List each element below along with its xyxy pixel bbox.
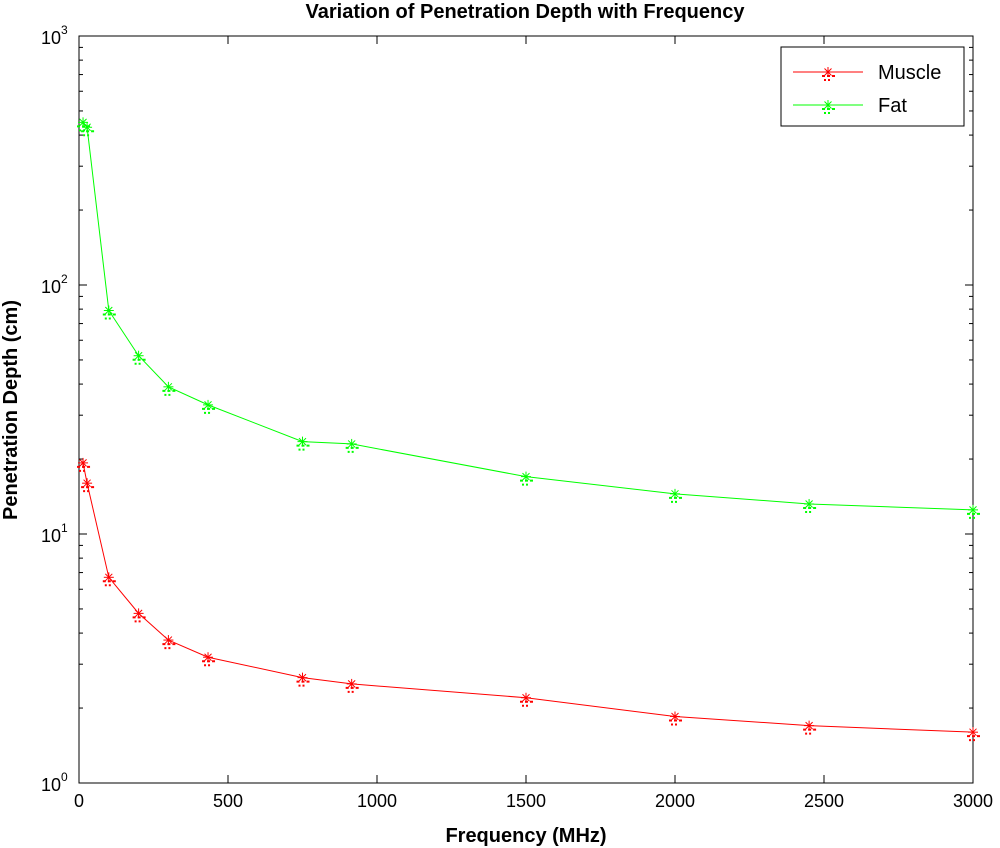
- data-point-muscle: [669, 711, 683, 726]
- legend-label: Muscle: [878, 62, 941, 84]
- y-tick-label-exponent: 1: [61, 521, 68, 535]
- y-tick-label-exponent: 2: [61, 272, 68, 286]
- data-point-muscle: [81, 478, 96, 493]
- series-line-fat: [82, 122, 974, 511]
- x-tick-label: 500: [213, 791, 243, 811]
- data-point-fat: [803, 498, 818, 513]
- data-point-muscle: [162, 635, 177, 650]
- series-muscle: [77, 457, 981, 742]
- legend: Muscle Fat: [780, 46, 965, 127]
- data-point-fat: [162, 381, 177, 396]
- data-point-muscle: [345, 678, 360, 693]
- data-point-fat: [345, 438, 360, 453]
- data-point-muscle: [202, 652, 217, 667]
- series-layer: [77, 117, 981, 742]
- legend-item-muscle: Muscle: [793, 62, 941, 84]
- y-axis-label: Penetration Depth (cm): [0, 300, 22, 520]
- legend-box: [780, 46, 965, 127]
- y-tick-label-base: 10: [41, 277, 61, 297]
- data-point-fat: [669, 488, 683, 503]
- data-point-fat: [967, 504, 981, 519]
- data-point-fat: [520, 471, 534, 486]
- x-tick-label: 3000: [953, 791, 993, 811]
- series-line-muscle: [82, 462, 974, 733]
- legend-marker: [822, 100, 836, 114]
- legend-marker: [822, 67, 836, 81]
- data-point-muscle: [102, 572, 117, 587]
- y-tick-label: 10 3: [41, 23, 68, 48]
- x-tick-label: 2000: [655, 791, 695, 811]
- data-point-fat: [202, 399, 217, 414]
- data-point-muscle: [132, 608, 147, 623]
- y-tick-label: 10 0: [41, 770, 68, 795]
- data-point-fat: [296, 436, 311, 451]
- x-axis-label: Frequency (MHz): [445, 825, 606, 847]
- data-point-fat: [81, 122, 96, 137]
- y-tick-label: 10 2: [41, 272, 68, 297]
- data-point-muscle: [803, 720, 818, 735]
- y-tick-label-base: 10: [41, 28, 61, 48]
- axis-ticks: [78, 36, 974, 784]
- legend-label: Fat: [878, 95, 907, 117]
- data-point-fat: [77, 117, 92, 132]
- x-tick-label: 0: [74, 791, 84, 811]
- data-point-muscle: [520, 692, 534, 707]
- data-point-muscle: [967, 727, 981, 742]
- legend-item-fat: Fat: [793, 95, 907, 117]
- y-tick-label-exponent: 3: [61, 23, 68, 37]
- series-fat: [77, 117, 981, 519]
- data-point-fat: [102, 305, 117, 320]
- chart-title: Variation of Penetration Depth with Freq…: [306, 1, 746, 23]
- x-tick-labels: 0 500 1000 1500 2000 2500 3000: [74, 791, 993, 811]
- x-tick-label: 1500: [506, 791, 546, 811]
- data-point-muscle: [296, 672, 311, 687]
- x-tick-label: 1000: [357, 791, 397, 811]
- y-tick-label: 10 1: [41, 521, 68, 546]
- data-point-fat: [132, 350, 147, 365]
- data-point-muscle: [77, 457, 92, 472]
- x-tick-label: 2500: [804, 791, 844, 811]
- y-tick-label-exponent: 0: [61, 770, 68, 784]
- y-tick-label-base: 10: [41, 526, 61, 546]
- y-tick-label-base: 10: [41, 775, 61, 795]
